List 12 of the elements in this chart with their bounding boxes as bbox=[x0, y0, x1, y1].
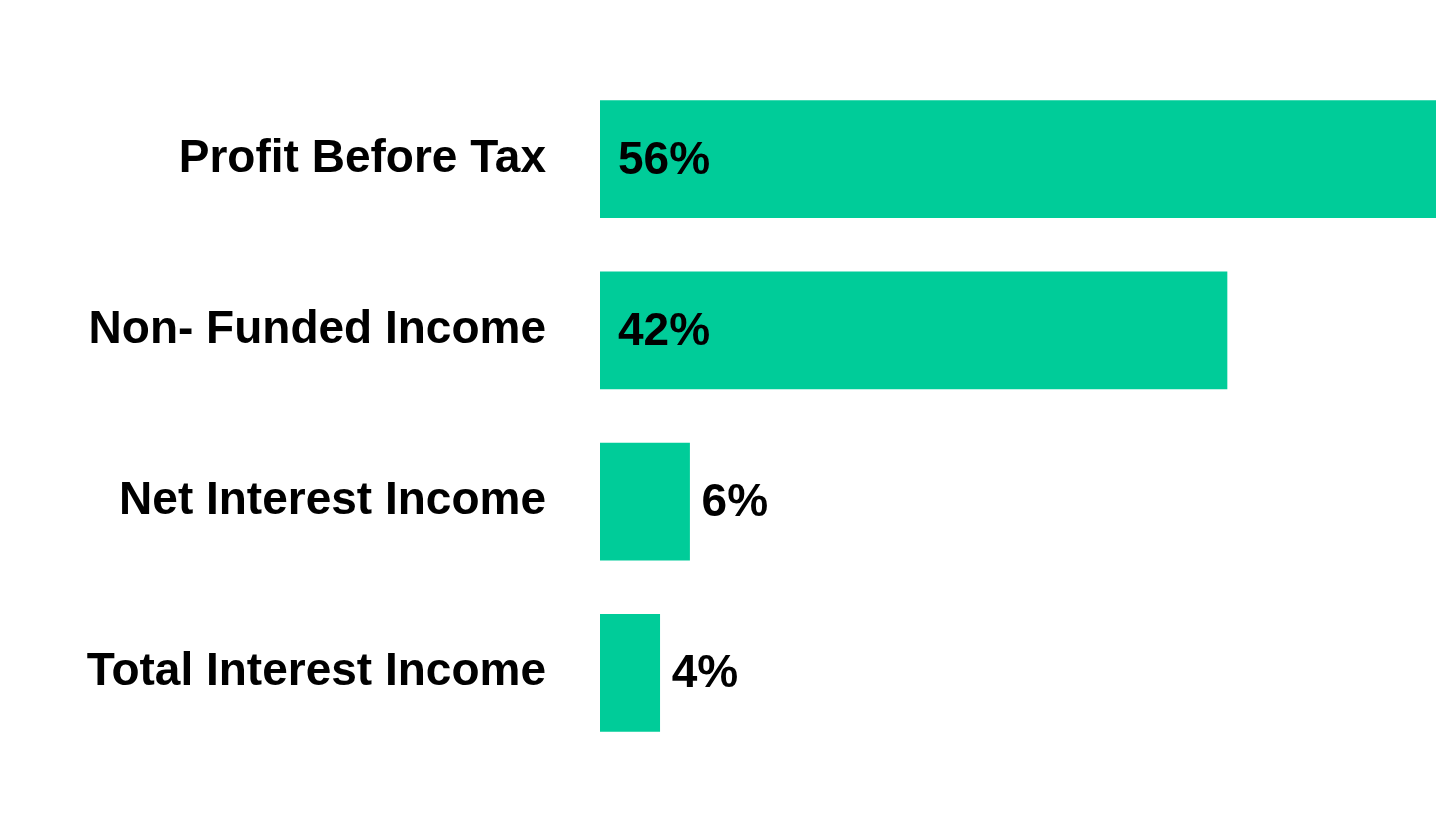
bar bbox=[600, 271, 1228, 390]
y-tick-label: Profit Before Tax bbox=[178, 129, 547, 182]
y-tick-label: Non- Funded Income bbox=[88, 301, 546, 354]
y-tick-label: Total Interest Income bbox=[86, 643, 546, 696]
y-tick-label: Net Interest Income bbox=[119, 472, 546, 525]
data-label: 56% bbox=[618, 131, 711, 184]
data-label: 6% bbox=[701, 474, 769, 527]
bar bbox=[600, 100, 1436, 219]
data-label: 42% bbox=[618, 303, 711, 356]
bar bbox=[600, 613, 661, 732]
bar bbox=[600, 442, 690, 561]
data-label: 4% bbox=[671, 645, 739, 698]
